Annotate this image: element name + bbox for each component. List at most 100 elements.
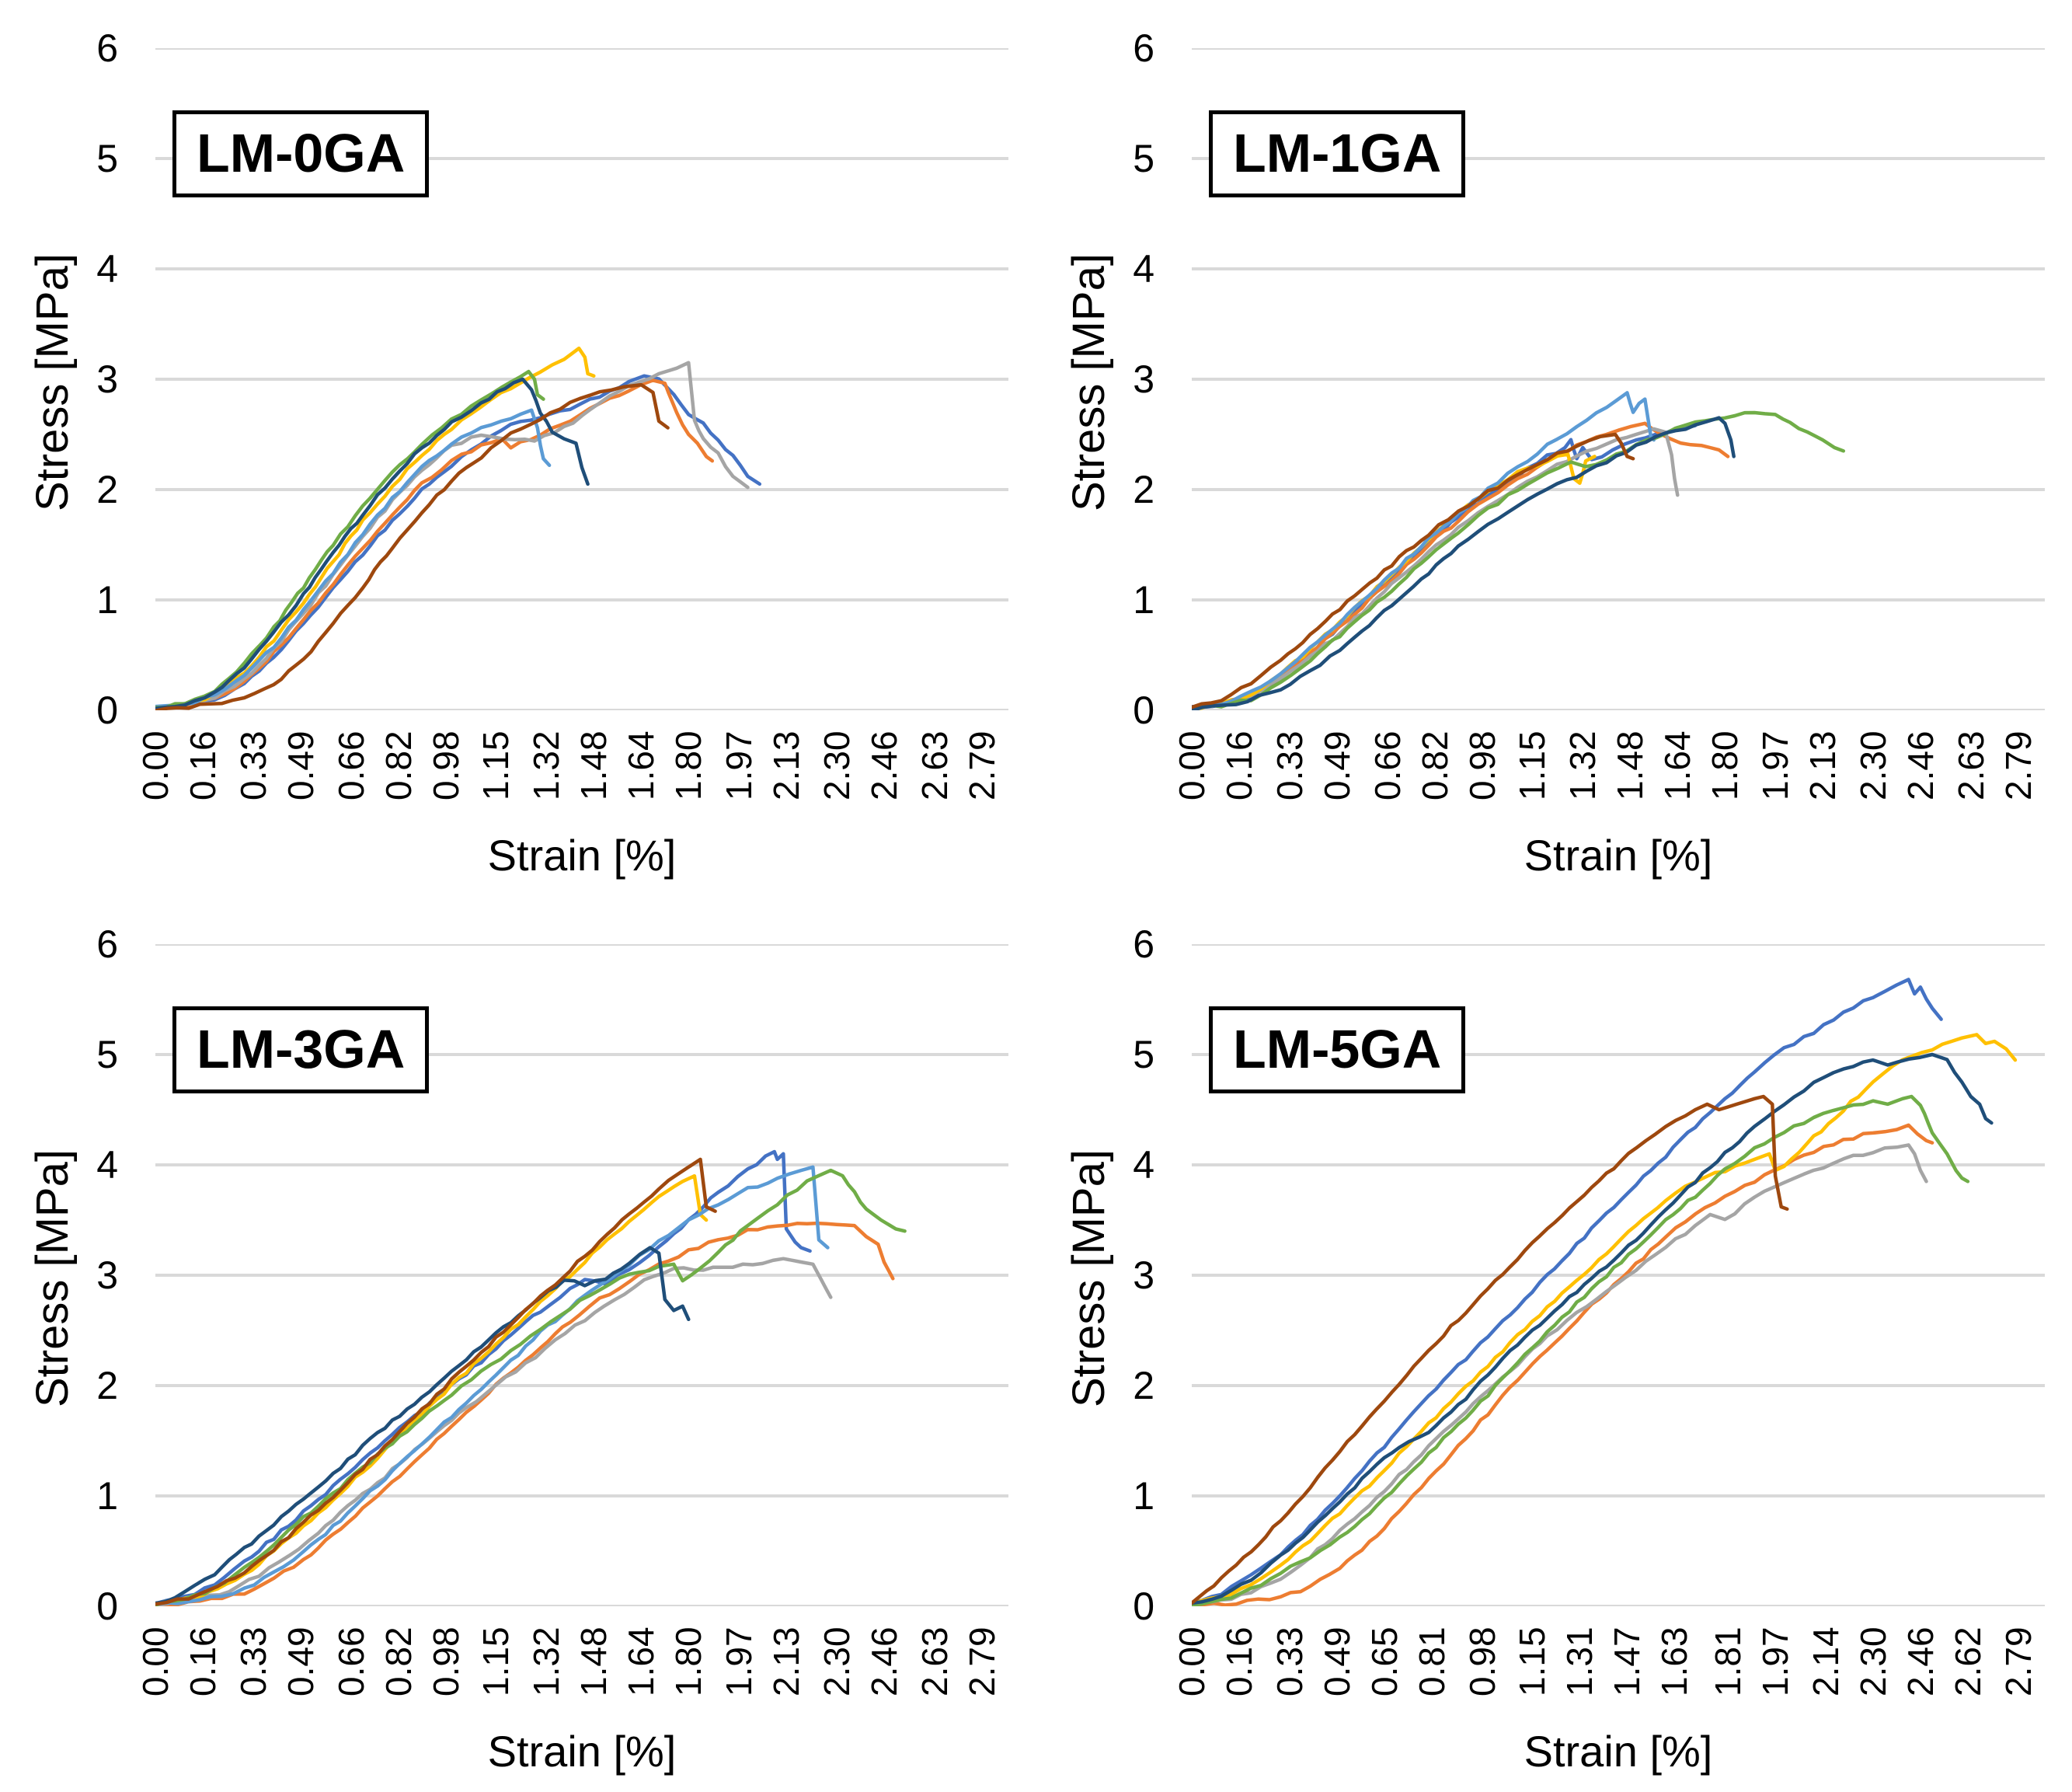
x-tick-label: 0.49 [280,730,321,800]
series-line-brown [1192,432,1635,709]
series-line-navy [155,1246,691,1605]
x-tick-label: 2.79 [1997,730,2039,800]
series-line-gold [1192,1033,2018,1606]
series-line-green [1192,1094,1970,1606]
y-tick-label: 2 [1133,1364,1154,1407]
y-tick-label: 3 [96,357,118,401]
x-tick-label: 2.79 [961,1626,1002,1696]
x-tick-label: 0.98 [425,730,466,800]
y-tick-label: 3 [1133,357,1154,401]
chart-title: LM-0GA [172,110,430,197]
x-tick-label: 0.33 [1269,730,1310,800]
y-tick-label: 6 [96,922,118,966]
x-tick-label: 0.16 [1219,730,1259,800]
x-tick-label: 1.97 [1755,730,1796,800]
x-tick-label: 1.15 [475,1626,517,1696]
y-tick-label: 0 [1133,1585,1154,1628]
x-tick-label: 2.62 [1947,1626,1988,1696]
series-line-lightblue [155,408,552,709]
x-tick-label: 2.46 [863,730,904,800]
x-tick-label: 0.49 [1316,1626,1357,1696]
chart-panel-LM-1GA: Stress [MPa] 6 5 4 3 2 1 0 LM-1GA 0.00 0.16 0.33 0.4… [1036,0,2072,896]
plot-area [1192,48,2045,710]
y-tick-label: 1 [1133,1474,1154,1518]
x-axis-title: Strain [%] [487,831,677,880]
x-tick-label: 2.30 [816,1626,857,1696]
x-tick-label: 1.31 [1559,1626,1600,1696]
x-tick-label: 0.33 [232,730,273,800]
y-tick-label: 5 [1133,137,1154,180]
plot-area [1192,944,2045,1606]
y-tick-label: 0 [96,689,118,732]
y-tick-label: 5 [96,1033,118,1076]
x-axis-title: Strain [%] [1524,831,1713,880]
x-tick-label: 2.63 [914,730,955,800]
y-tick-label: 4 [1133,1143,1154,1187]
x-tick-label: 2.13 [1802,730,1844,800]
x-axis-title: Strain [%] [487,1727,677,1776]
x-tick-label: 1.80 [1705,730,1746,800]
series-line-blue [1192,424,1698,709]
x-tick-label: 0.00 [135,730,176,800]
series-line-brown [155,382,670,710]
x-tick-label: 0.33 [1269,1626,1310,1696]
x-tick-label: 1.48 [573,730,615,800]
y-tick-label: 4 [96,1143,118,1187]
x-tick-label: 2.46 [1900,730,1941,800]
x-tick-label: 0.98 [1461,730,1503,800]
x-tick-label: 1.32 [1562,730,1604,800]
y-tick-label: 2 [96,468,118,511]
chart-panel-LM-5GA: Stress [MPa] 6 5 4 3 2 1 0 LM-5GA 0.00 0.16 0.33 0.4… [1036,896,2072,1792]
series-line-orange [155,1221,895,1606]
x-tick-label: 0.82 [378,1626,419,1696]
series-line-lightblue [155,1165,830,1606]
y-tick-label: 4 [1133,247,1154,291]
x-tick-label: 0.82 [378,730,419,800]
x-tick-label: 0.16 [183,1626,223,1696]
series-line-blue [1192,978,1943,1605]
x-tick-label: 1.15 [1512,730,1553,800]
x-tick-label: 2.79 [961,730,1002,800]
series-line-orange [155,378,715,710]
x-tick-label: 1.80 [668,730,709,800]
x-tick-label: 1.15 [1512,1626,1553,1696]
y-tick-label: 0 [96,1585,118,1628]
plot-area [155,48,1008,710]
series-line-gold [155,346,596,710]
x-axis-title: Strain [%] [1524,1727,1713,1776]
x-tick-label: 1.48 [1610,730,1651,800]
x-tick-label: 2.63 [914,1626,955,1696]
x-tick-label: 2.46 [863,1626,904,1696]
y-tick-label: 4 [96,247,118,291]
x-tick-label: 2.30 [1852,730,1893,800]
x-tick-label: 1.63 [1654,1626,1695,1696]
series-line-brown [155,1157,717,1606]
y-tick-label: 6 [1133,26,1154,70]
y-tick-label: 0 [1133,689,1154,732]
x-tick-label: 0.98 [425,1626,466,1696]
x-tick-label: 0.16 [1219,1626,1259,1696]
x-tick-label: 2.14 [1805,1626,1846,1696]
x-tick-label: 0.00 [135,1626,176,1696]
x-tick-label: 1.80 [668,1626,709,1696]
series-line-green [1192,410,1846,710]
y-tick-label: 6 [96,26,118,70]
y-tick-label: 2 [1133,468,1154,511]
y-tick-label: 2 [96,1364,118,1407]
y-tick-label: 1 [96,1474,118,1518]
y-tick-label: 3 [96,1253,118,1297]
series-line-blue [155,1149,812,1605]
series-line-navy [1192,1052,1994,1605]
y-tick-label: 5 [96,137,118,180]
x-tick-label: 0.00 [1172,730,1212,800]
chart-title: LM-1GA [1209,110,1466,197]
x-tick-label: 1.64 [1657,730,1698,800]
x-tick-label: 2.30 [1852,1626,1893,1696]
y-tick-label: 1 [96,578,118,622]
y-tick-label: 1 [1133,578,1154,622]
x-tick-label: 2.13 [766,730,807,800]
series-line-gray [155,1257,833,1606]
x-tick-label: 0.66 [1367,730,1408,800]
x-tick-label: 2.46 [1900,1626,1941,1696]
